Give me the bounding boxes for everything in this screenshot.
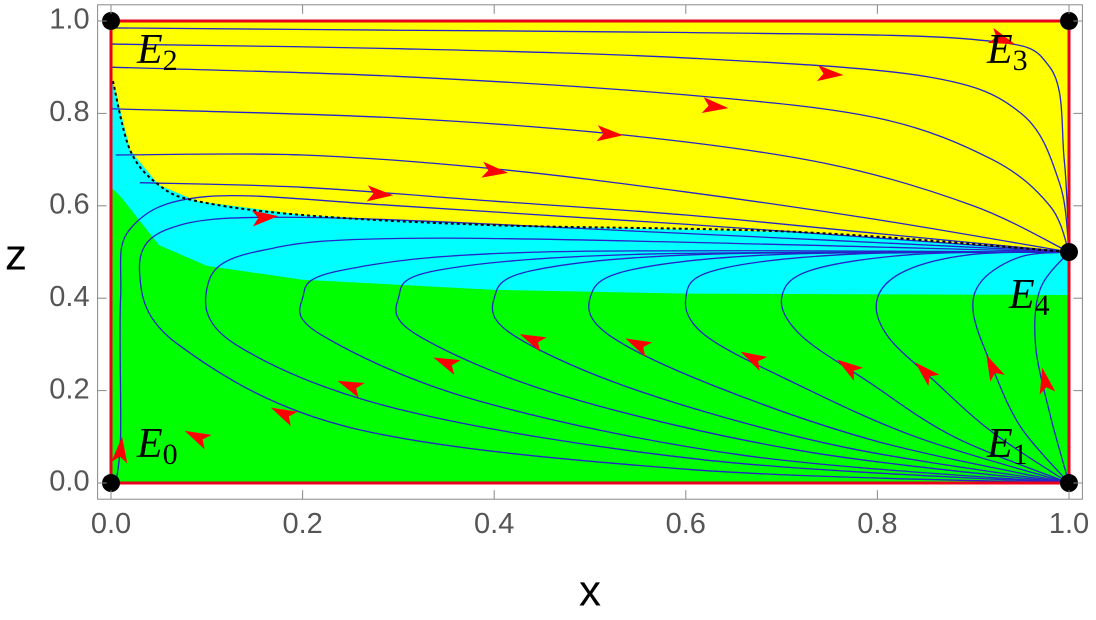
equilibrium-letter: E xyxy=(986,27,1013,73)
equilibrium-point xyxy=(1059,474,1078,493)
x-tick-label: 0.6 xyxy=(666,508,706,540)
arrow xyxy=(701,97,729,113)
arrow xyxy=(184,430,212,450)
arrow xyxy=(987,27,1016,45)
equilibrium-letter: E xyxy=(986,421,1013,467)
x-tick-label: 1.0 xyxy=(1049,508,1089,540)
x-tick-label: 0.8 xyxy=(857,508,897,540)
arrow xyxy=(366,185,394,202)
equilibrium-point xyxy=(102,474,121,493)
x-axis-label: x xyxy=(579,567,601,616)
arrow xyxy=(111,436,128,464)
arrow xyxy=(337,380,365,398)
arrow xyxy=(596,125,624,142)
streamline xyxy=(111,43,1070,253)
streamline xyxy=(395,251,1070,484)
streamline xyxy=(115,153,1070,253)
streamline xyxy=(972,251,1070,484)
equilibrium-label: E0 xyxy=(136,421,178,471)
x-tick-label: 0.0 xyxy=(91,508,131,540)
streamline xyxy=(684,251,1070,484)
separatrix xyxy=(111,80,1070,253)
plot-frame xyxy=(97,4,1083,500)
arrow xyxy=(740,351,768,371)
x-tick-label: 0.4 xyxy=(474,508,514,540)
streamline xyxy=(588,251,1070,484)
y-tick-label: 0.0 xyxy=(49,466,89,498)
arrow xyxy=(433,357,461,375)
equilibrium-label: E2 xyxy=(136,27,178,77)
arrow xyxy=(915,362,940,387)
arrow xyxy=(1039,367,1056,395)
equilibrium-letter: E xyxy=(136,27,163,73)
equilibrium-letter: E xyxy=(1008,272,1035,318)
arrow xyxy=(816,65,844,82)
equilibrium-subscript: 4 xyxy=(1035,289,1050,322)
y-tick-label: 0.4 xyxy=(49,281,89,313)
arrow xyxy=(270,407,298,427)
y-axis-label: z xyxy=(5,231,27,280)
streamline xyxy=(110,108,1070,253)
streamline xyxy=(204,237,1070,484)
y-tick-label: 0.8 xyxy=(49,96,89,128)
streamline xyxy=(111,27,1070,253)
streamline xyxy=(780,251,1070,484)
arrow xyxy=(625,338,653,357)
region xyxy=(111,21,1069,252)
region xyxy=(111,81,1069,295)
equilibrium-point xyxy=(102,11,121,30)
equilibrium-letter: E xyxy=(136,421,163,467)
streamline xyxy=(1034,251,1070,484)
y-tick-label: 0.2 xyxy=(49,373,89,405)
arrow xyxy=(519,334,547,352)
streamline xyxy=(138,216,1070,484)
arrow xyxy=(986,354,1005,382)
streamline xyxy=(139,182,1070,253)
equilibrium-label: E3 xyxy=(986,27,1028,77)
arrow xyxy=(251,210,279,227)
equilibrium-subscript: 3 xyxy=(1013,44,1028,77)
streamline xyxy=(110,66,1070,253)
equilibrium-subscript: 2 xyxy=(163,44,178,77)
streamline xyxy=(115,194,1070,484)
equilibrium-point xyxy=(1059,243,1078,261)
y-tick-label: 1.0 xyxy=(49,4,89,36)
equilibrium-subscript: 1 xyxy=(1013,438,1028,471)
arrow xyxy=(481,161,509,178)
x-tick-label: 0.2 xyxy=(282,508,322,540)
streamline xyxy=(875,251,1070,484)
equilibrium-label: E4 xyxy=(1008,272,1050,322)
streamline xyxy=(491,251,1070,484)
y-tick-label: 0.6 xyxy=(49,188,89,220)
equilibrium-point xyxy=(1059,11,1078,30)
equilibrium-subscript: 0 xyxy=(163,438,178,471)
arrow xyxy=(837,359,864,381)
streamline xyxy=(299,249,1070,484)
equilibrium-label: E1 xyxy=(986,421,1028,471)
